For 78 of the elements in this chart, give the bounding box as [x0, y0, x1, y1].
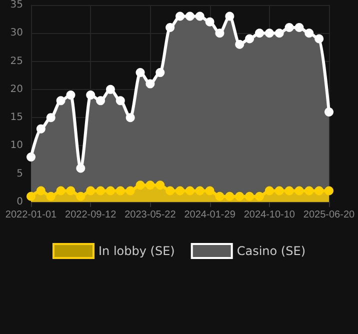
x-tick-label: 2022-01-01: [5, 210, 58, 220]
point: [205, 17, 214, 26]
point: [324, 107, 334, 116]
point: [56, 186, 66, 196]
x-tick-label: 2023-05-22: [124, 210, 176, 220]
point: [166, 186, 175, 196]
point: [185, 12, 194, 21]
point: [294, 23, 304, 32]
x-tick-label: 2024-10-10: [244, 210, 296, 220]
point: [254, 192, 264, 201]
point: [86, 90, 96, 100]
point: [26, 152, 36, 162]
point: [76, 164, 86, 173]
point: [176, 12, 184, 21]
point: [235, 192, 244, 201]
legend-label: Casino (SE): [236, 244, 306, 258]
point: [274, 186, 284, 196]
point: [96, 186, 106, 196]
point: [314, 186, 324, 196]
point: [205, 186, 214, 196]
point: [156, 68, 165, 78]
y-tick-label: 5: [16, 168, 23, 180]
point: [304, 28, 314, 38]
point: [126, 186, 135, 196]
y-tick-label: 0: [16, 196, 23, 208]
point: [166, 23, 175, 32]
point: [324, 186, 334, 196]
point: [245, 192, 254, 201]
point: [215, 192, 224, 201]
point: [86, 186, 96, 196]
point: [136, 180, 145, 190]
point: [156, 180, 165, 190]
point: [294, 186, 304, 196]
point: [146, 180, 155, 190]
point: [314, 34, 324, 44]
y-tick-label: 20: [10, 84, 23, 95]
y-tick-label: 10: [10, 140, 23, 152]
legend-label: In lobby (SE): [98, 244, 175, 258]
point: [66, 90, 76, 100]
point: [195, 186, 204, 196]
point: [264, 28, 274, 38]
point: [116, 186, 125, 196]
point: [96, 96, 106, 106]
point: [185, 186, 194, 196]
point: [304, 186, 314, 196]
point: [116, 96, 125, 106]
point: [56, 96, 66, 106]
point: [66, 186, 76, 196]
point: [46, 192, 56, 201]
point: [136, 68, 145, 78]
point: [254, 28, 264, 38]
x-tick-label: 2022-09-12: [65, 210, 117, 220]
point: [146, 79, 155, 88]
x-tick-label: 2024-01-29: [184, 210, 236, 220]
point: [176, 186, 184, 196]
point: [264, 186, 274, 196]
point: [225, 12, 234, 21]
point: [46, 113, 56, 122]
point: [245, 34, 254, 44]
point: [284, 186, 294, 196]
point: [195, 12, 204, 21]
x-tick-label: 2025-06-20: [303, 210, 356, 220]
y-tick-label: 35: [10, 0, 23, 10]
point: [126, 113, 135, 122]
point: [274, 28, 284, 38]
point: [235, 40, 244, 49]
point: [36, 124, 46, 134]
point: [215, 28, 224, 38]
point: [106, 84, 115, 94]
point: [225, 192, 234, 201]
point: [26, 192, 36, 201]
y-tick-label: 30: [10, 28, 23, 39]
point: [284, 23, 294, 32]
point: [106, 186, 115, 196]
point: [76, 192, 86, 201]
y-tick-label: 25: [10, 56, 23, 67]
y-tick-label: 15: [10, 112, 23, 124]
point: [36, 186, 46, 196]
